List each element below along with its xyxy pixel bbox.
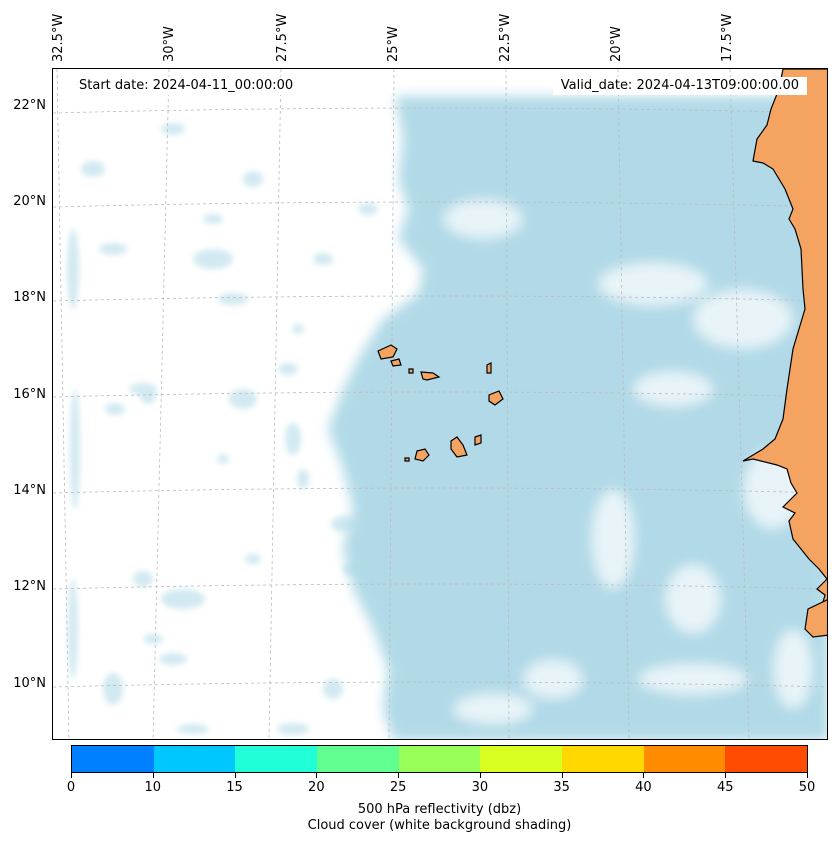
lon-label: 25°W [386,26,401,62]
colorbar-tick-label: 35 [553,780,570,795]
colorbar-tick [234,773,236,778]
colorbar-tick-label: 20 [308,780,325,795]
colorbar-tick [398,773,400,778]
cape-verde-islands [377,344,504,462]
coastline-africa [742,69,827,631]
lon-label: 17.5°W [720,13,735,62]
colorbar-tick [561,773,563,778]
colorbar-segment [72,746,154,772]
colorbar-tick [71,773,72,778]
colorbar-segment [562,746,644,772]
colorbar-segment [725,746,808,772]
colorbar-segment [398,746,481,772]
lat-label: 12°N [13,579,46,594]
lon-label: 32.5°W [51,13,66,62]
colorbar-tick [152,773,154,778]
colorbar-segment [317,746,399,772]
colorbar-segment [153,746,236,772]
colorbar-tick-label: 40 [635,780,652,795]
colorbar-segment [480,746,563,772]
valid-date-label: Valid_date: 2024-04-13T09:00:00.00 [552,77,807,95]
colorbar-tick-label: 10 [144,780,162,795]
island [450,436,468,458]
map-panel: Start date: 2024-04-11_00:00:00 Valid_da… [52,68,828,740]
parallel [53,391,827,398]
lon-label: 27.5°W [275,13,290,62]
island [377,344,398,360]
lat-label: 14°N [13,483,46,498]
island [404,457,410,462]
colorbar-tick-label: 15 [226,780,243,795]
lon-label: 20°W [609,26,624,62]
colorbar-segment [643,746,726,772]
lat-label: 22°N [13,98,46,113]
colorbar-tick-label: 50 [798,780,816,795]
meridian [268,69,282,739]
island [486,362,492,374]
meridian [505,69,510,739]
meridian [388,69,395,739]
colorbar-tick [807,773,808,778]
meridian [729,69,750,739]
lat-label: 16°N [13,387,46,402]
map-canvas [53,69,827,739]
meridian [617,69,630,739]
lat-label: 10°N [13,676,46,691]
parallel [53,681,827,688]
colorbar-tick [643,773,645,778]
colorbar-tick-label: 25 [389,780,407,795]
colorbar-tick [725,773,727,778]
island [390,358,402,367]
colorbar-tick [479,773,481,778]
lat-label: 20°N [13,194,46,209]
lon-label: 22.5°W [498,13,513,62]
island [488,390,504,406]
coastline-africa [804,599,827,638]
colorbar-tick-label: 30 [471,780,489,795]
lon-label: 30°W [162,26,177,62]
colorbar-label: 500 hPa reflectivity (dbz) [357,802,522,817]
parallel [53,201,827,208]
meridian [152,69,170,739]
start-date-label: Start date: 2024-04-11_00:00:00 [71,77,302,95]
parallel [53,295,827,302]
island [408,368,414,374]
land-africa [742,69,827,638]
cloud-highlights [443,199,813,725]
colorbar [71,745,808,773]
colorbar-segment [235,746,318,772]
island [474,434,482,446]
colorbar-sublabel: Cloud cover (white background shading) [307,818,572,833]
island [414,448,430,462]
parallel [53,487,827,494]
colorbar-tick [316,773,318,778]
graticule [53,69,827,739]
lat-label: 18°N [13,290,46,305]
parallel [53,583,827,590]
cloud-cover [67,96,827,739]
meridian [56,69,70,739]
parallel [53,107,827,114]
cloud-patches [67,123,378,735]
island [420,371,441,381]
colorbar-tick-label: 45 [716,780,734,795]
colorbar-tick-label: 0 [66,780,76,795]
